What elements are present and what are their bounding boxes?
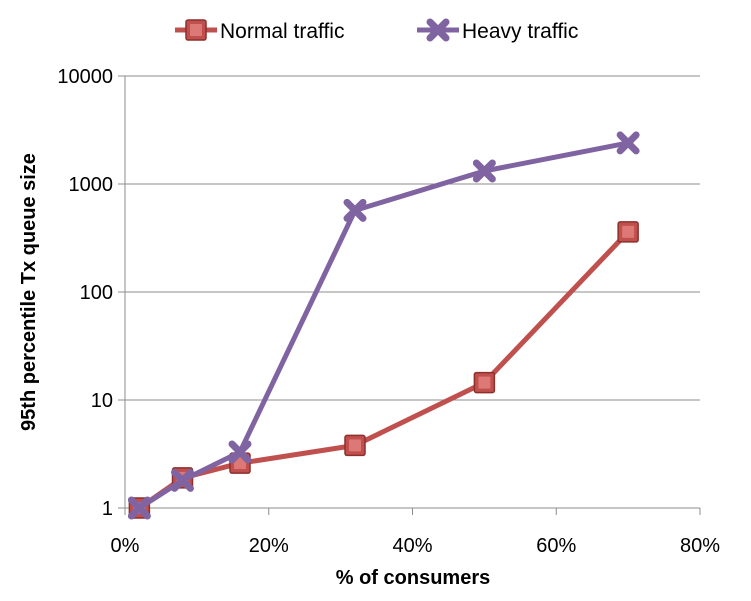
marker-x-stroke bbox=[343, 198, 367, 222]
marker-square-highlight bbox=[234, 457, 246, 470]
data-point bbox=[171, 468, 194, 492]
legend-marker bbox=[185, 19, 207, 41]
marker-x-stroke bbox=[616, 131, 640, 155]
y-tick-label: 10000 bbox=[57, 66, 113, 88]
legend: Normal traffic Heavy traffic bbox=[175, 18, 578, 43]
marker-x-stroke bbox=[228, 440, 252, 464]
data-point bbox=[127, 496, 151, 520]
data-point bbox=[228, 440, 252, 464]
marker-square-highlight bbox=[190, 24, 202, 36]
marker-x-stroke bbox=[472, 159, 496, 183]
legend-label: Normal traffic bbox=[220, 20, 344, 43]
marker-x-stroke bbox=[171, 468, 194, 492]
marker-x-stroke bbox=[426, 18, 450, 42]
y-tick-label: 1000 bbox=[69, 174, 114, 196]
marker-x-stroke bbox=[127, 496, 151, 520]
y-tick-label: 1 bbox=[102, 498, 113, 520]
data-point bbox=[343, 198, 367, 222]
gridlines bbox=[125, 75, 700, 401]
tick-labels: 1 10 100 1000 10000 0% 20% 40% 60% 80% bbox=[57, 66, 720, 557]
marker-square-highlight bbox=[478, 376, 491, 389]
legend-label: Heavy traffic bbox=[462, 20, 578, 43]
marker-square-highlight bbox=[622, 225, 635, 238]
x-axis-title: % of consumers bbox=[336, 567, 490, 589]
y-axis-title: 95th percentile Tx queue size bbox=[18, 153, 40, 431]
data-point bbox=[472, 159, 496, 183]
x-tick-label: 40% bbox=[392, 535, 432, 557]
marker-square-highlight bbox=[349, 439, 361, 452]
y-tick-label: 10 bbox=[91, 390, 113, 412]
data-point bbox=[616, 131, 640, 155]
legend-item: Normal traffic bbox=[175, 19, 344, 43]
axes bbox=[118, 75, 701, 515]
data-point bbox=[617, 221, 639, 243]
x-tick-label: 0% bbox=[111, 535, 140, 557]
series-line bbox=[138, 140, 629, 511]
series-layer bbox=[127, 131, 640, 520]
x-tick-label: 60% bbox=[536, 535, 576, 557]
legend-marker bbox=[426, 18, 450, 42]
x-tick-label: 20% bbox=[249, 535, 289, 557]
data-point bbox=[473, 371, 496, 394]
legend-item: Heavy traffic bbox=[417, 18, 578, 43]
series-heavy-traffic bbox=[127, 131, 640, 520]
y-tick-label: 100 bbox=[80, 282, 113, 304]
data-point bbox=[344, 434, 366, 457]
x-tick-label: 80% bbox=[680, 535, 720, 557]
series-normal-traffic bbox=[128, 221, 639, 519]
